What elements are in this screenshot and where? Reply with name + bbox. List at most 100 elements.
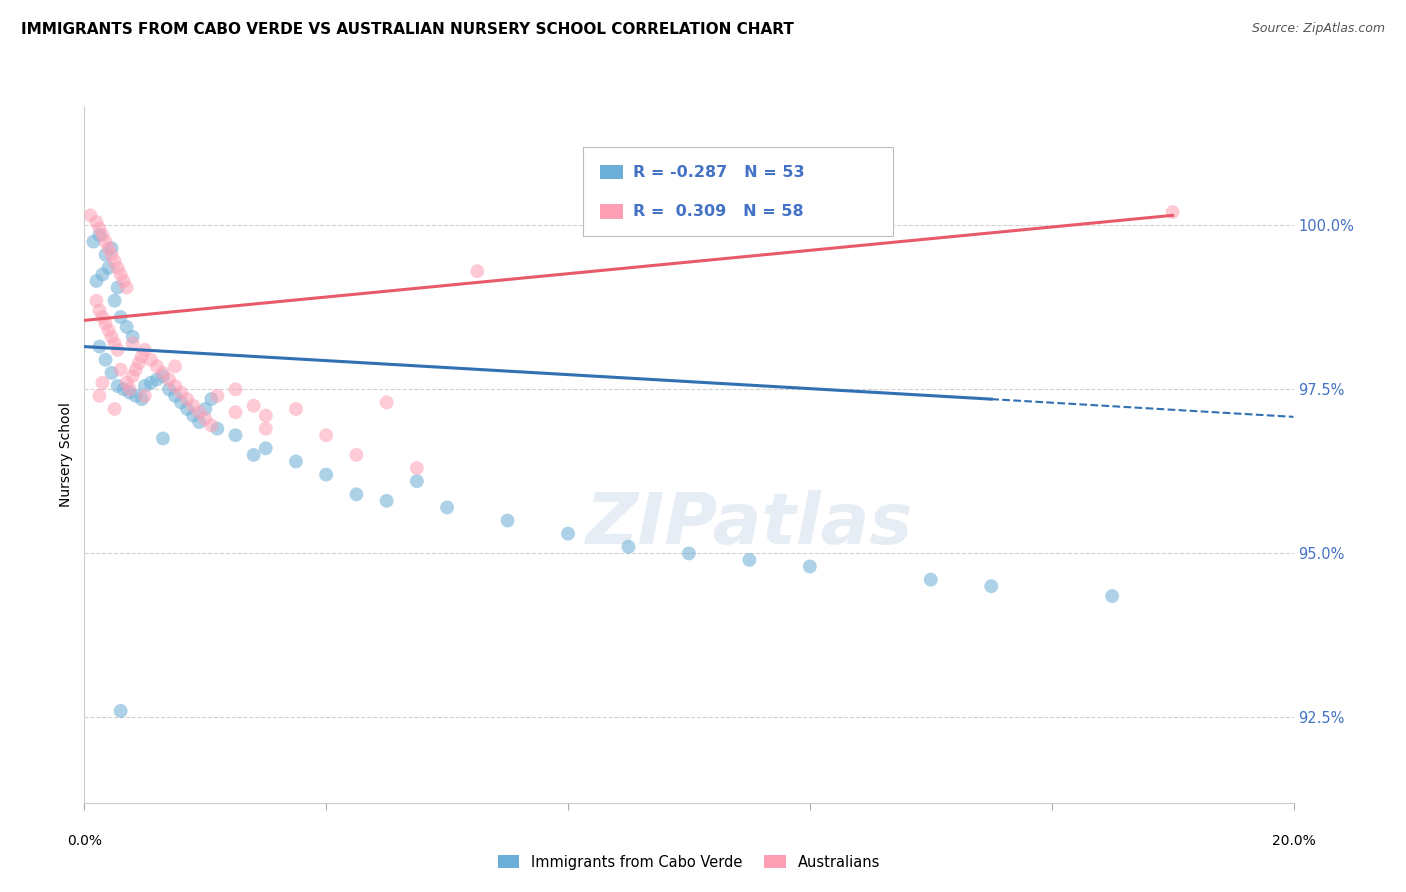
Text: Source: ZipAtlas.com: Source: ZipAtlas.com (1251, 22, 1385, 36)
Point (94, 235, 117, 249)
Point (225, 405, 247, 419)
Point (165, 389, 187, 403)
Point (406, 461, 429, 475)
Point (346, 448, 368, 462)
Point (112, 382, 135, 396)
Point (170, 395, 193, 409)
Point (170, 385, 193, 400)
Point (118, 382, 141, 396)
Point (86, 293, 108, 308)
Point (79, 208, 101, 222)
Y-axis label: Nursery School: Nursery School (59, 402, 73, 508)
Text: ZIPatlas: ZIPatlas (586, 490, 912, 559)
Point (254, 442, 277, 456)
Point (225, 382, 247, 396)
Point (242, 448, 264, 462)
Point (121, 336, 143, 351)
Point (89, 303, 111, 318)
Point (115, 376, 138, 390)
Point (225, 428, 247, 442)
Point (97, 260, 120, 275)
Point (118, 385, 141, 400)
Point (91, 227, 114, 242)
Point (254, 409, 277, 423)
Point (86, 274, 108, 288)
Point (91, 310, 114, 324)
Text: R =  0.309   N = 58: R = 0.309 N = 58 (633, 204, 803, 219)
Point (91, 268, 114, 282)
Point (97, 323, 120, 337)
Point (94, 352, 117, 367)
Point (346, 487, 368, 501)
Point (134, 389, 156, 403)
Point (100, 248, 122, 262)
Point (104, 254, 127, 268)
Point (100, 366, 122, 380)
Point (104, 336, 127, 351)
Point (920, 573, 942, 587)
Point (107, 343, 129, 357)
Point (121, 330, 143, 344)
Point (110, 704, 132, 718)
Point (139, 376, 162, 390)
Point (1161, 205, 1184, 219)
Point (188, 405, 211, 419)
Point (89, 227, 111, 242)
Point (152, 366, 174, 380)
Point (315, 428, 337, 442)
Point (146, 372, 169, 386)
Point (110, 268, 132, 282)
Legend: Immigrants from Cabo Verde, Australians: Immigrants from Cabo Verde, Australians (492, 849, 886, 876)
Point (200, 418, 222, 433)
Point (91, 376, 114, 390)
Point (254, 422, 277, 436)
Point (315, 467, 337, 482)
Point (110, 362, 132, 376)
Point (375, 494, 398, 508)
Point (121, 369, 143, 384)
Point (89, 221, 111, 235)
Point (89, 389, 111, 403)
Point (738, 553, 761, 567)
Point (188, 415, 211, 429)
Point (1101, 589, 1123, 603)
Point (157, 382, 180, 396)
Point (165, 359, 187, 374)
Point (152, 369, 174, 384)
Point (125, 389, 148, 403)
Point (128, 356, 150, 370)
Point (200, 392, 222, 406)
Point (107, 379, 129, 393)
Point (284, 401, 308, 416)
Text: R = -0.287   N = 53: R = -0.287 N = 53 (633, 165, 804, 179)
Point (131, 350, 153, 364)
Point (94, 317, 117, 331)
Point (152, 432, 174, 446)
Point (617, 540, 640, 554)
Point (125, 362, 148, 376)
Point (207, 422, 229, 436)
Point (181, 399, 204, 413)
Point (165, 379, 187, 393)
Point (375, 395, 398, 409)
Point (89, 340, 111, 354)
Point (131, 392, 153, 406)
Point (406, 474, 429, 488)
Point (181, 409, 204, 423)
Point (134, 379, 156, 393)
Point (146, 359, 169, 374)
Point (194, 401, 217, 416)
Point (82, 235, 104, 249)
Point (678, 546, 700, 560)
Point (557, 526, 579, 541)
Point (799, 559, 821, 574)
Text: IMMIGRANTS FROM CABO VERDE VS AUSTRALIAN NURSERY SCHOOL CORRELATION CHART: IMMIGRANTS FROM CABO VERDE VS AUSTRALIAN… (21, 22, 794, 37)
Point (496, 514, 519, 528)
Point (104, 293, 127, 308)
Point (112, 274, 135, 288)
Point (110, 310, 132, 324)
Point (107, 260, 129, 275)
Point (134, 343, 156, 357)
Point (176, 401, 198, 416)
Point (467, 264, 489, 278)
